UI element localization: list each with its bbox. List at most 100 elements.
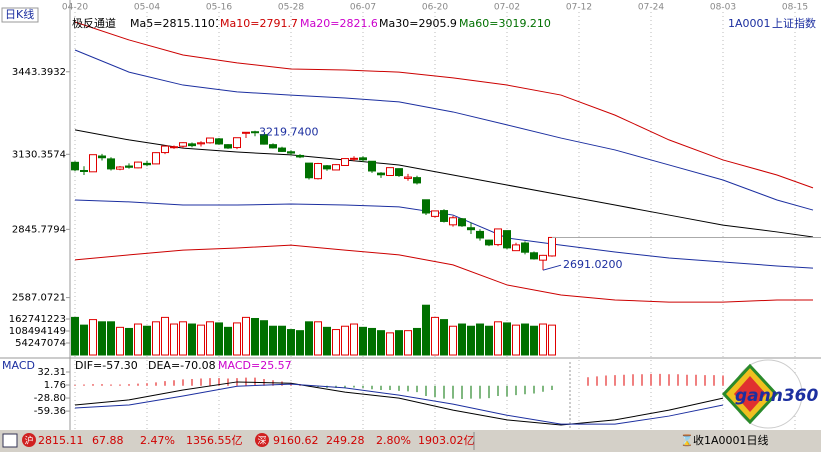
candle-body	[152, 152, 160, 165]
sh-icon-text: 沪	[24, 435, 33, 447]
x-tick-label: 06-20	[422, 3, 448, 13]
status-value: 1903.02亿	[418, 434, 475, 447]
volume-bar	[170, 323, 178, 356]
candle-body	[521, 242, 529, 253]
volume-bar	[278, 325, 286, 356]
candle-body	[116, 166, 124, 170]
volume-bar	[179, 321, 187, 356]
indicator-line	[74, 244, 813, 303]
legend-entry: Ma10=2791.779	[220, 17, 312, 30]
volume-bar	[296, 330, 304, 356]
logo-inner	[734, 376, 766, 412]
x-tick-label: 04-20	[62, 3, 88, 13]
candle-body	[305, 162, 313, 179]
status-value: 1356.55亿	[186, 434, 243, 447]
y-tick-label: 2845.7794	[12, 224, 66, 235]
candle-body	[422, 199, 430, 214]
volume-bar	[107, 321, 115, 356]
volume-bar	[116, 326, 124, 356]
volume-bar	[413, 327, 421, 356]
candle-body	[278, 147, 286, 152]
status-value: 249.28	[326, 434, 365, 447]
volume-bar	[476, 323, 484, 356]
candle-body	[467, 227, 475, 231]
candle-body	[494, 228, 502, 246]
indicator-line	[74, 383, 724, 425]
volume-bar	[458, 323, 466, 356]
legend-bg	[457, 17, 539, 31]
volume-bar	[215, 322, 223, 356]
indicator-label: DIF=-57.30	[75, 359, 138, 372]
volume-bar	[422, 304, 430, 356]
volume-bar	[197, 324, 205, 356]
annotation: 2691.0200	[563, 258, 623, 271]
candle-body	[323, 165, 331, 170]
volume-bar	[359, 326, 367, 356]
x-tick-label: 07-24	[638, 3, 664, 13]
plot	[71, 12, 821, 430]
sh-icon	[22, 433, 36, 447]
volume-bar	[98, 321, 106, 356]
x-tick-label: 06-07	[350, 3, 376, 13]
candle-body	[242, 131, 250, 134]
candle-body	[89, 154, 97, 173]
indicator-line	[74, 21, 814, 189]
status-icon[interactable]	[2, 433, 18, 448]
y-tick-label: -59.36	[34, 406, 66, 417]
x-tick-label: 07-12	[566, 3, 592, 13]
y-tick-label: 32.31	[37, 367, 66, 378]
volume-bar	[305, 321, 313, 356]
candle-body	[431, 210, 439, 217]
symbol: 1A0001	[728, 17, 771, 30]
candle-body	[233, 137, 241, 149]
legend-entry: Ma5=2815.1101	[130, 17, 222, 30]
volume-bar	[341, 325, 349, 356]
candle-body	[98, 155, 106, 159]
candle-body	[197, 142, 205, 145]
volume-bar	[521, 323, 529, 356]
candle-body	[377, 172, 385, 176]
volume-bar	[431, 316, 439, 356]
candle-body	[80, 169, 88, 172]
legend-bg	[218, 17, 300, 31]
volume-bar	[512, 324, 520, 356]
volume-bar	[161, 316, 169, 356]
candle-body	[341, 158, 349, 166]
volume-bar	[548, 324, 556, 356]
candle-body	[539, 254, 547, 261]
candle-body	[485, 239, 493, 246]
legend-bg	[298, 17, 380, 31]
indicator-line	[74, 381, 724, 426]
volume-bar	[440, 319, 448, 356]
legend-entry: Ma30=2905.983	[379, 17, 471, 30]
volume-bar	[368, 327, 376, 356]
annotation-leader	[542, 264, 562, 271]
candle-body	[386, 167, 394, 177]
sz-icon	[255, 433, 269, 447]
volume-bar	[260, 320, 268, 356]
candle-body	[449, 217, 457, 226]
volume-bar	[494, 321, 502, 356]
volume-bar	[269, 325, 277, 356]
y-tick-label: 1.76	[44, 380, 66, 391]
period-label: 日K线	[5, 7, 34, 21]
candle-body	[206, 137, 214, 144]
status-right[interactable]: 收1A0001日线	[693, 433, 769, 447]
candle-body	[260, 134, 268, 145]
candle-body	[287, 151, 295, 154]
volume-bar	[251, 317, 259, 356]
volume-bar	[242, 316, 250, 356]
candle-body	[314, 163, 322, 180]
candle-body	[179, 142, 187, 147]
y-tick-label: 54247074	[15, 338, 66, 349]
logo-text: gann360	[735, 386, 819, 406]
legend-entry: Ma20=2821.691	[300, 17, 392, 30]
y-tick-label: 108494149	[9, 326, 66, 337]
candle-body	[188, 143, 196, 147]
candle-body	[503, 230, 511, 249]
volume-bar	[125, 327, 133, 356]
candle-body	[332, 164, 340, 171]
status-value: 2.47%	[140, 434, 175, 447]
status-value: 2815.11	[38, 434, 84, 447]
